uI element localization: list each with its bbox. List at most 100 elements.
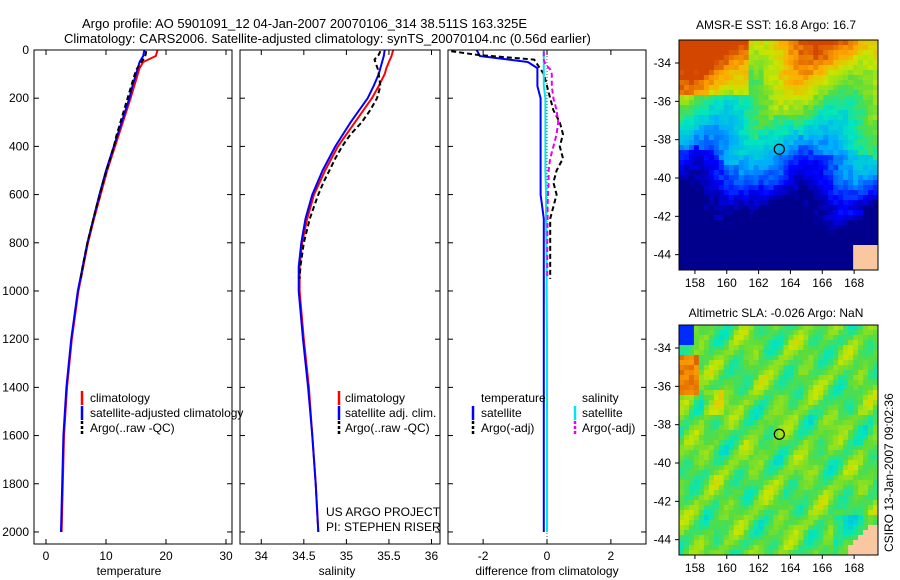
sst-field-cell: [868, 265, 874, 271]
sst-field-cell: [798, 145, 804, 151]
sst-field-cell: [763, 245, 769, 251]
sla-field-cell: [853, 350, 859, 356]
sst-field-cell: [713, 100, 720, 106]
sla-field-cell: [728, 525, 735, 531]
sla-field-cell: [813, 445, 819, 451]
sst-field-cell: [703, 80, 710, 86]
sst-field-cell: [798, 95, 804, 101]
sla-field-cell: [838, 405, 844, 411]
sst-field-cell: [818, 125, 824, 131]
sla-field-cell: [858, 500, 864, 506]
sst-field-cell: [868, 110, 874, 116]
sla-field-cell: [778, 385, 784, 391]
sla-field-cell: [768, 435, 774, 441]
sla-field-cell: [863, 545, 869, 551]
sla-field-cell: [738, 435, 745, 441]
sla-field-cell: [763, 525, 769, 531]
sst-field-cell: [788, 195, 794, 201]
sst-field-cell: [688, 145, 695, 151]
sst-field-cell: [808, 195, 814, 201]
sla-field-cell: [808, 435, 814, 441]
sla-field-cell: [788, 445, 794, 451]
sst-field-cell: [738, 185, 745, 191]
sst-field-cell: [743, 75, 750, 81]
sst-field-cell: [683, 250, 690, 256]
sst-field-cell: [763, 250, 769, 256]
sst-field-cell: [778, 50, 784, 56]
sst-field-cell: [858, 65, 864, 71]
sst-field-cell: [713, 125, 720, 131]
sst-field-cell: [833, 70, 839, 76]
sla-field-cell: [808, 395, 814, 401]
sla-field-cell: [853, 490, 859, 496]
salinity-xtick-label-2: 35: [340, 549, 354, 563]
sla-field-cell: [733, 550, 740, 556]
sst-field-cell: [808, 225, 814, 231]
sla-field-cell: [693, 345, 700, 351]
sla-field-cell: [778, 450, 784, 456]
sla-field-cell: [853, 425, 859, 431]
sla-field-cell: [748, 455, 755, 461]
sla-field-cell: [758, 335, 764, 341]
sla-field-cell: [698, 450, 705, 456]
sst-field-cell: [713, 150, 720, 156]
sst-field-cell: [798, 205, 804, 211]
sla-field-cell: [768, 360, 774, 366]
sla-field-cell: [758, 505, 764, 511]
sst-field-cell: [753, 140, 760, 146]
sla-field-cell: [778, 515, 784, 521]
sst-field-cell: [748, 105, 755, 111]
sst-field-cell: [773, 225, 779, 231]
sla-field-cell: [838, 350, 844, 356]
sst-field-cell: [698, 90, 705, 96]
sla-field-cell: [768, 510, 774, 516]
sla-field-cell: [778, 335, 784, 341]
sla-field-cell: [698, 500, 705, 506]
sst-field-cell: [718, 90, 725, 96]
sst-field-cell: [693, 110, 700, 116]
sla-field-cell: [713, 540, 720, 546]
sst-field-cell: [833, 130, 839, 136]
sla-field-cell: [738, 370, 745, 376]
sla-field-cell: [773, 335, 779, 341]
sst-field-cell: [833, 155, 839, 161]
sst-field-cell: [733, 150, 740, 156]
sst-field-cell: [773, 65, 779, 71]
sst-field-cell: [683, 180, 690, 186]
sla-field-cell: [873, 415, 879, 421]
sla-field-cell: [798, 365, 804, 371]
sla-field-cell: [848, 505, 854, 511]
depth-ytick-label-4: 800: [9, 236, 29, 250]
sst-field-cell: [848, 120, 854, 126]
sst-field-cell: [733, 165, 740, 171]
sst-field-cell: [723, 50, 730, 56]
sst-field-cell: [703, 235, 710, 241]
sst-field-cell: [698, 100, 705, 106]
sla-field-cell: [808, 540, 814, 546]
sla-field-cell: [843, 425, 849, 431]
sst-field-cell: [763, 265, 769, 271]
sst-field-cell: [823, 65, 829, 71]
sst-field-cell: [823, 110, 829, 116]
sst-field-cell: [753, 85, 760, 91]
sla-field-cell: [703, 500, 710, 506]
sla-field-cell: [738, 335, 745, 341]
sst-field-cell: [798, 200, 804, 206]
sst-field-cell: [873, 140, 879, 146]
sla-field-cell: [823, 525, 829, 531]
sst-field-cell: [778, 75, 784, 81]
sst-field-cell: [848, 60, 854, 66]
sla-field-cell: [713, 520, 720, 526]
sla-field-cell: [703, 470, 710, 476]
sst-field-cell: [713, 50, 720, 56]
sla-field-cell: [848, 335, 854, 341]
sla-field-cell: [703, 380, 710, 386]
sla-field-cell: [718, 420, 725, 426]
sst-field-cell: [773, 145, 779, 151]
sla-field-cell: [828, 475, 834, 481]
sla-field-cell: [833, 495, 839, 501]
sla-field-cell: [768, 370, 774, 376]
sst-field-cell: [703, 150, 710, 156]
sla-field-cell: [733, 350, 740, 356]
sst-field-cell: [823, 55, 829, 61]
